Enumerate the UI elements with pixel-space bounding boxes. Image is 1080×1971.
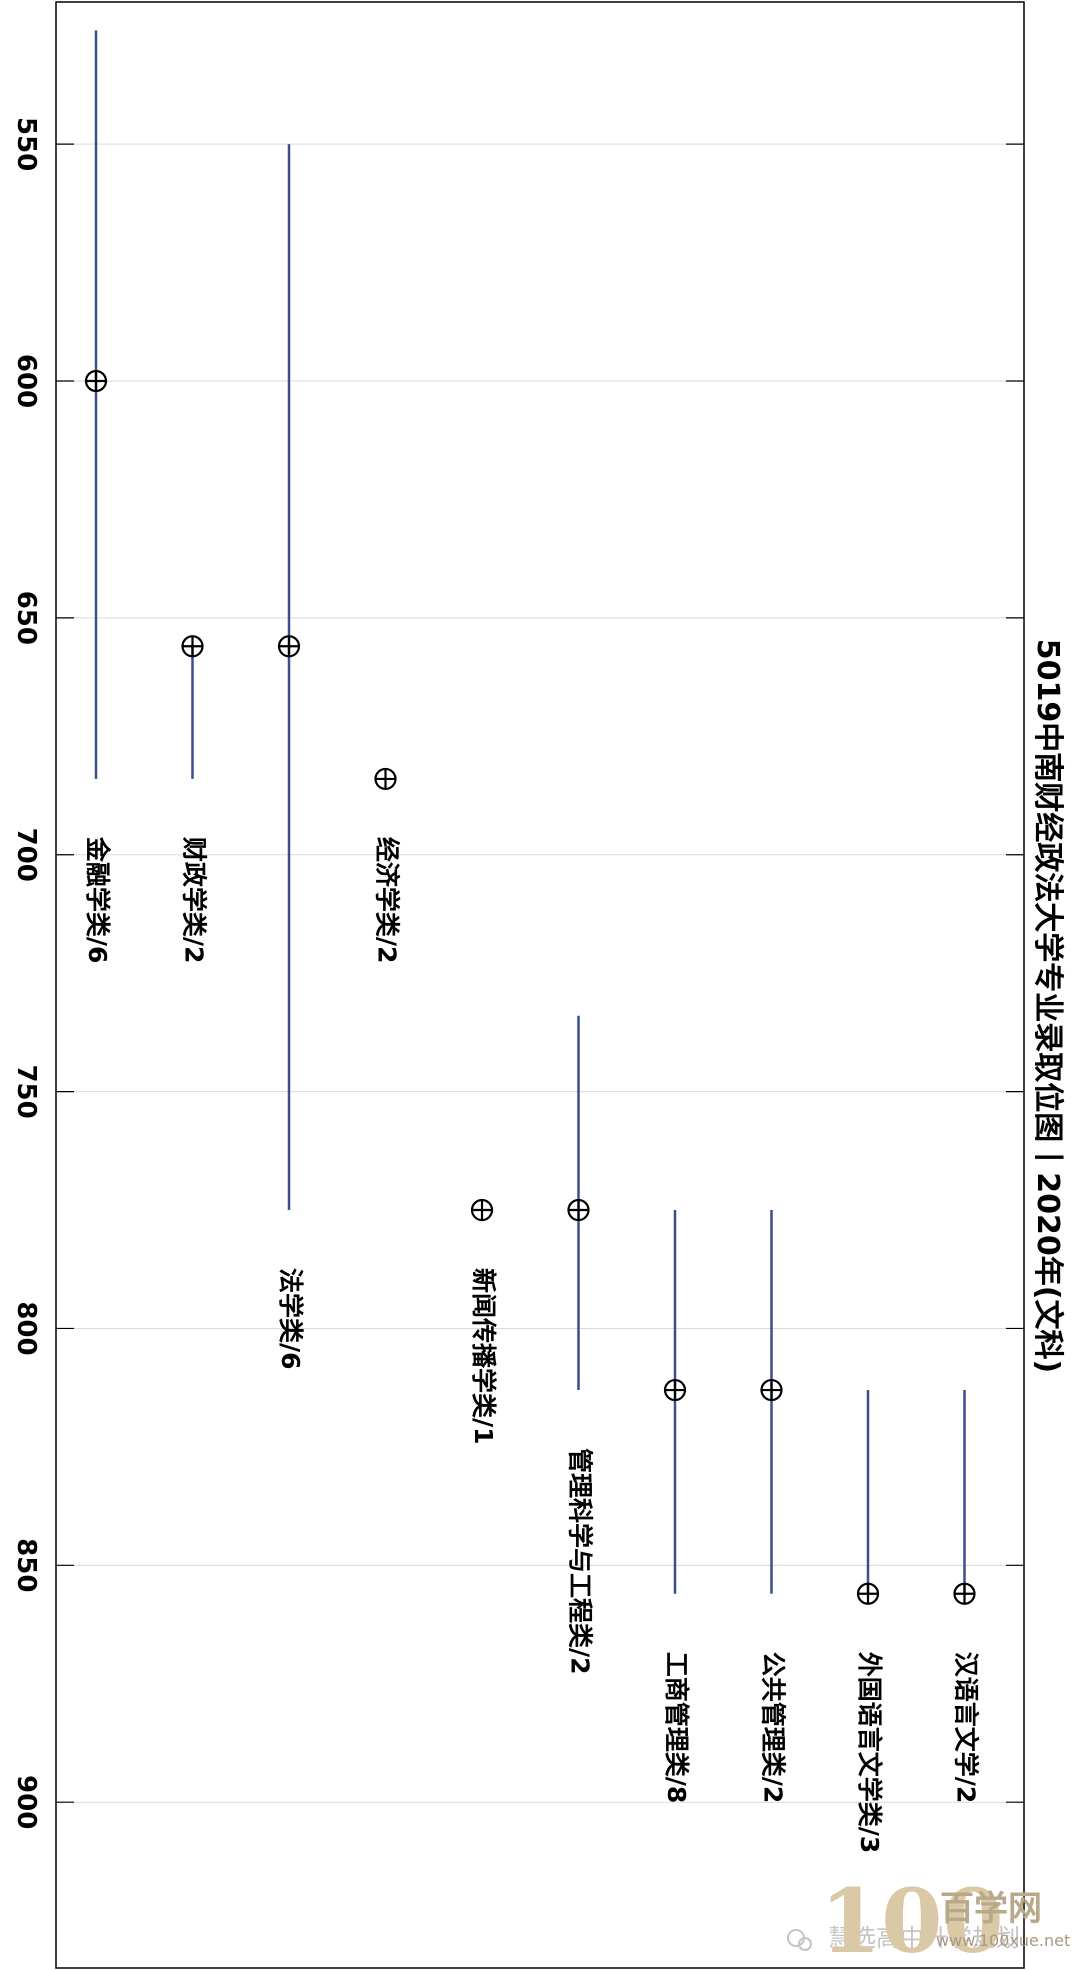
point-marker-7 xyxy=(760,1378,783,1402)
axis-ticks xyxy=(56,143,1024,1803)
axis-tick-labels: 550 600 650 700 750 800 850 900 xyxy=(11,117,41,1829)
category-label-4: 新闻传播学类/1 xyxy=(469,1268,498,1445)
tick-label-750: 750 xyxy=(11,1064,41,1118)
point-marker-5 xyxy=(567,1198,590,1222)
watermark-brand-name: 百学网 xyxy=(940,1889,1042,1929)
point-marker-3 xyxy=(374,767,397,791)
category-label-3: 经济学类/2 xyxy=(373,837,402,964)
tick-label-900: 900 xyxy=(11,1775,41,1829)
range-lines xyxy=(94,30,966,1594)
wechat-icon xyxy=(787,1929,812,1951)
point-marker-4 xyxy=(470,1198,494,1222)
category-label-5: 管理科学与工程类/2 xyxy=(566,1448,595,1675)
point-marker-9 xyxy=(953,1582,976,1605)
category-label-6: 工商管理类/8 xyxy=(662,1652,691,1804)
point-marker-0 xyxy=(84,369,108,393)
watermark-brand-url: www.100xue.net xyxy=(936,1931,1070,1950)
category-labels: 金融学类/6 财政学类/2 法学类/6 经济学类/2 新闻传播学类/1 管理科学与工程类/… xyxy=(83,836,981,1853)
category-label-9: 汉语言文学/2 xyxy=(952,1652,981,1804)
chart-title: 5019中南财经政法大学专业录取位图丨2020年(文科) xyxy=(1030,639,1065,1373)
tick-label-600: 600 xyxy=(11,354,41,408)
watermark-brand-digits: 100 xyxy=(820,1869,1004,1971)
category-label-7: 公共管理类/2 xyxy=(759,1652,788,1804)
watermark-wechat-text: 慧选高中升学规划 xyxy=(828,1924,1020,1952)
category-label-0: 金融学类/6 xyxy=(83,836,112,964)
category-label-1: 财政学类/2 xyxy=(180,837,209,964)
point-marker-1 xyxy=(181,635,204,658)
gridlines xyxy=(56,143,1024,1803)
tick-label-650: 650 xyxy=(11,591,41,645)
point-marker-2 xyxy=(277,635,301,658)
plot-frame xyxy=(55,1,1025,1969)
watermark: 慧选高中升学规划 100 百学网 www.100xue.net xyxy=(787,1869,1070,1971)
tick-label-850: 850 xyxy=(11,1538,41,1592)
tick-label-800: 800 xyxy=(11,1301,41,1355)
tick-label-550: 550 xyxy=(11,117,41,171)
tick-label-700: 700 xyxy=(11,828,41,882)
point-markers xyxy=(84,369,976,1605)
point-marker-6 xyxy=(663,1378,687,1402)
category-label-8: 外国语言文学类/3 xyxy=(855,1652,884,1854)
category-label-2: 法学类/6 xyxy=(276,1268,305,1370)
point-marker-8 xyxy=(856,1582,880,1605)
